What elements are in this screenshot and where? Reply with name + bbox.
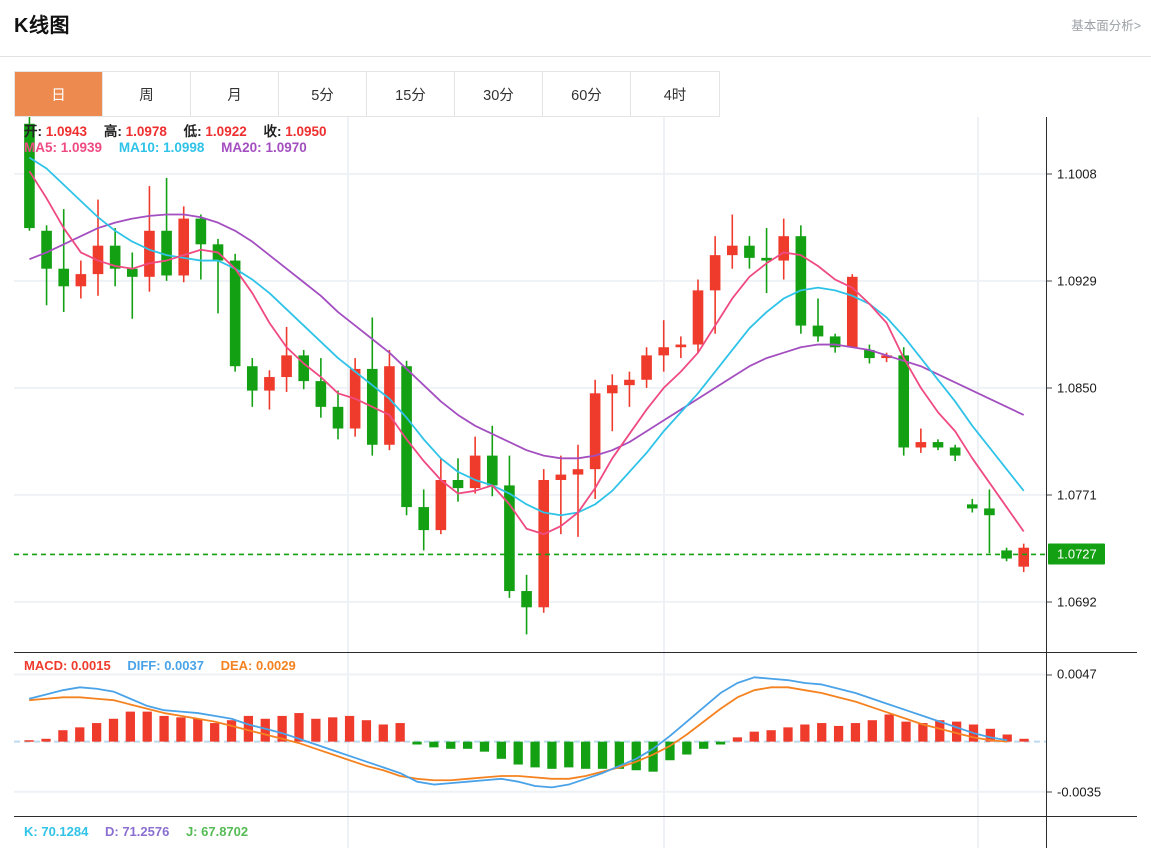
macd-plot[interactable]	[14, 653, 1046, 816]
price-tick-3: 1.0771	[1047, 487, 1097, 503]
tab-label: 日	[51, 87, 66, 104]
macd-tick-0: 0.0047	[1047, 666, 1097, 682]
price-plot[interactable]	[14, 117, 1046, 652]
timeframe-tabbar[interactable]: 日 周 月 5分 15分 30分 60分 4时	[14, 71, 720, 117]
tab-label: 15分	[395, 87, 426, 104]
kdj-y-axis	[1046, 817, 1137, 848]
macd-y-axis: 0.0047 -0.0035	[1046, 653, 1137, 816]
price-tick-2: 1.0850	[1047, 380, 1097, 396]
tab-label: 月	[227, 87, 242, 104]
price-tick-4: 1.0692	[1047, 594, 1097, 610]
tab-5[interactable]: 30分	[455, 72, 543, 116]
price-y-axis: 1.1008 1.0929 1.0850 1.0771 1.0692 1.0727	[1046, 117, 1137, 652]
tab-4[interactable]: 15分	[367, 72, 455, 116]
current-price-flag: 1.0727	[1048, 543, 1105, 565]
page-title: K线图	[14, 15, 70, 37]
fundamental-analysis-link[interactable]: 基本面分析>	[1071, 19, 1141, 33]
tab-1[interactable]: 周	[103, 72, 191, 116]
tab-label: 周	[139, 87, 154, 104]
macd-tick-1: -0.0035	[1046, 784, 1102, 800]
tab-2[interactable]: 月	[191, 72, 279, 116]
price-tick-1: 1.0929	[1047, 273, 1097, 289]
tab-7[interactable]: 4时	[631, 72, 719, 116]
kdj-plot[interactable]	[14, 817, 1046, 848]
tab-6[interactable]: 60分	[543, 72, 631, 116]
tab-label: 4时	[663, 87, 687, 104]
chart-area: 开: 1.0943 高: 1.0978 低: 1.0922 收: 1.0950 …	[14, 117, 1137, 848]
tab-3[interactable]: 5分	[279, 72, 367, 116]
tab-label: 5分	[311, 87, 334, 104]
price-tick-0: 1.1008	[1047, 166, 1097, 182]
kdj-panel: K: 70.1284 D: 71.2576 J: 67.8702	[14, 816, 1137, 848]
tab-label: 60分	[571, 87, 602, 104]
price-panel: 开: 1.0943 高: 1.0978 低: 1.0922 收: 1.0950 …	[14, 117, 1137, 652]
page-header: K线图 基本面分析>	[0, 0, 1151, 57]
macd-panel: MACD: 0.0015 DIFF: 0.0037 DEA: 0.0029 0.…	[14, 652, 1137, 816]
tab-label: 30分	[483, 87, 514, 104]
tab-0[interactable]: 日	[15, 72, 103, 116]
